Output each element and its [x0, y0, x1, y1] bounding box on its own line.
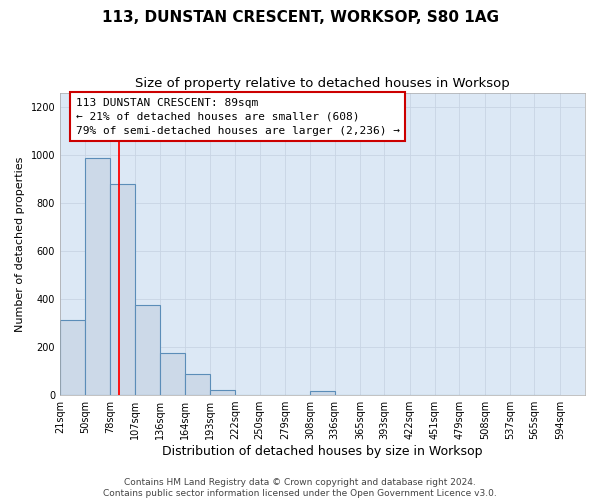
- Text: 113, DUNSTAN CRESCENT, WORKSOP, S80 1AG: 113, DUNSTAN CRESCENT, WORKSOP, S80 1AG: [101, 10, 499, 25]
- X-axis label: Distribution of detached houses by size in Worksop: Distribution of detached houses by size …: [162, 444, 483, 458]
- Bar: [310, 391, 335, 394]
- Text: 113 DUNSTAN CRESCENT: 89sqm
← 21% of detached houses are smaller (608)
79% of se: 113 DUNSTAN CRESCENT: 89sqm ← 21% of det…: [76, 98, 400, 136]
- Bar: [110, 184, 135, 394]
- Bar: [135, 305, 160, 394]
- Y-axis label: Number of detached properties: Number of detached properties: [15, 156, 25, 332]
- Text: Contains HM Land Registry data © Crown copyright and database right 2024.
Contai: Contains HM Land Registry data © Crown c…: [103, 478, 497, 498]
- Bar: [60, 320, 85, 394]
- Bar: [85, 158, 110, 394]
- Bar: [160, 352, 185, 395]
- Title: Size of property relative to detached houses in Worksop: Size of property relative to detached ho…: [135, 78, 510, 90]
- Bar: [210, 390, 235, 394]
- Bar: [185, 374, 210, 394]
